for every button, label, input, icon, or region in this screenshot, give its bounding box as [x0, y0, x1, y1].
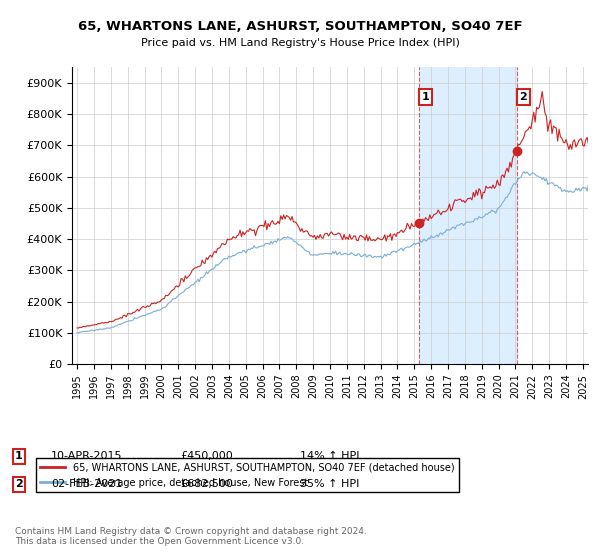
Text: 1: 1 [421, 92, 429, 102]
Text: 1: 1 [15, 451, 23, 461]
Text: £450,000: £450,000 [180, 451, 233, 461]
Text: £682,500: £682,500 [180, 479, 233, 489]
Text: Price paid vs. HM Land Registry's House Price Index (HPI): Price paid vs. HM Land Registry's House … [140, 38, 460, 48]
Text: 10-APR-2015: 10-APR-2015 [51, 451, 122, 461]
Text: 14% ↑ HPI: 14% ↑ HPI [300, 451, 359, 461]
Text: 65, WHARTONS LANE, ASHURST, SOUTHAMPTON, SO40 7EF: 65, WHARTONS LANE, ASHURST, SOUTHAMPTON,… [77, 20, 523, 32]
Legend: 65, WHARTONS LANE, ASHURST, SOUTHAMPTON, SO40 7EF (detached house), HPI: Average: 65, WHARTONS LANE, ASHURST, SOUTHAMPTON,… [35, 458, 459, 492]
Text: 35% ↑ HPI: 35% ↑ HPI [300, 479, 359, 489]
Bar [419, 67, 517, 364]
Text: 02-FEB-2021: 02-FEB-2021 [51, 479, 122, 489]
Text: Contains HM Land Registry data © Crown copyright and database right 2024.
This d: Contains HM Land Registry data © Crown c… [15, 526, 367, 546]
Text: 2: 2 [15, 479, 23, 489]
Text: 2: 2 [520, 92, 527, 102]
